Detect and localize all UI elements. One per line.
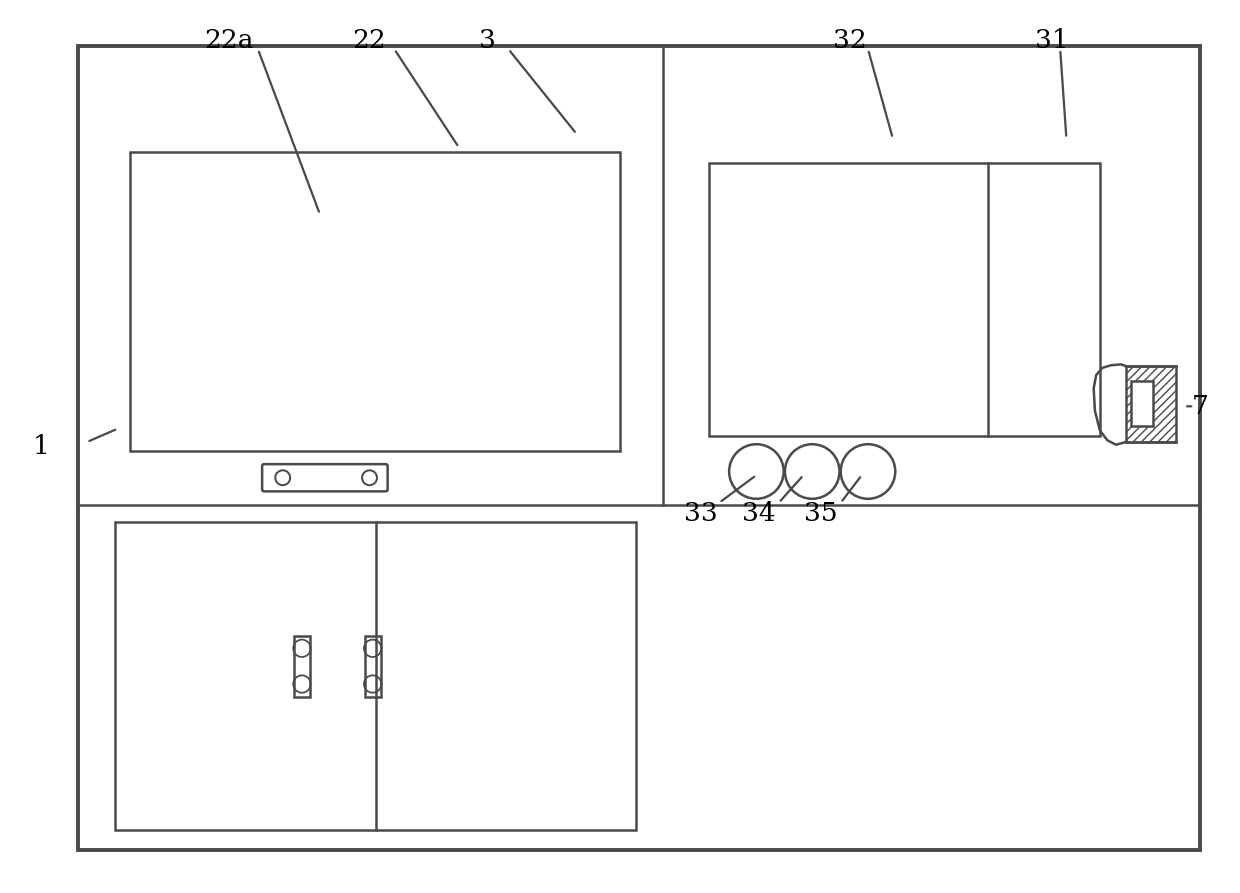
FancyBboxPatch shape	[262, 464, 388, 491]
Text: 7: 7	[1192, 394, 1209, 419]
Bar	[365, 636, 381, 697]
Text: 32: 32	[832, 28, 867, 53]
Text: 22: 22	[352, 28, 387, 53]
Bar	[709, 163, 1100, 436]
Text: 22a: 22a	[205, 28, 254, 53]
Bar	[115, 522, 636, 830]
Text: 35: 35	[804, 501, 838, 526]
Bar	[130, 152, 620, 451]
Bar	[294, 636, 310, 697]
Bar	[1131, 381, 1153, 426]
Text: 1: 1	[32, 434, 50, 459]
Text: 3: 3	[479, 28, 496, 53]
Text: 31: 31	[1034, 28, 1069, 53]
Text: 33: 33	[683, 501, 718, 526]
Text: 34: 34	[742, 501, 776, 526]
Bar	[1126, 366, 1176, 442]
